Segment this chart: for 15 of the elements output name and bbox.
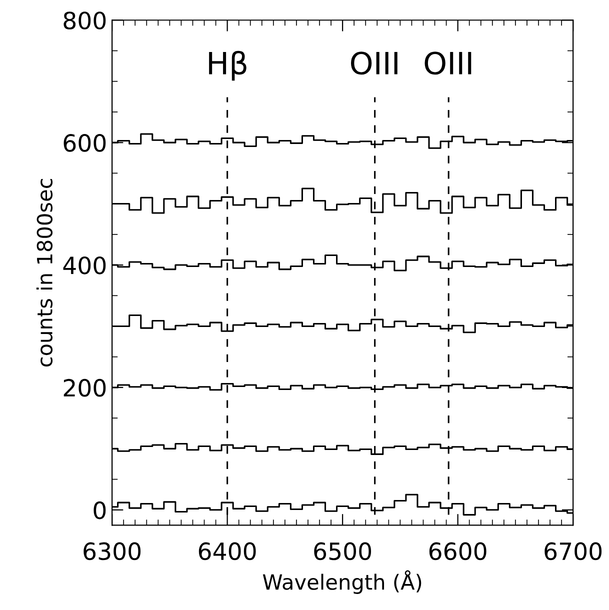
x-tick-label: 6500 xyxy=(314,542,372,560)
y-tick-label: 600 xyxy=(64,134,106,152)
x-axis-title: Wavelength (Å) xyxy=(262,570,422,594)
y-tick-label: 400 xyxy=(63,256,106,274)
y-tick-label: 0 xyxy=(94,501,106,520)
y-axis-title: counts in 1800sec xyxy=(36,178,53,367)
ref-line-label: Hβ xyxy=(209,50,246,81)
x-tick-label: 6600 xyxy=(429,542,486,560)
ref-line-label: OIII xyxy=(424,52,472,75)
ref-line-label: OIII xyxy=(351,52,398,75)
y-tick-label: 800 xyxy=(64,12,106,30)
y-tick-label: 200 xyxy=(64,378,106,397)
x-tick-label: 6300 xyxy=(84,542,141,560)
x-tick-label: 6400 xyxy=(198,542,256,560)
x-tick-label: 6700 xyxy=(544,542,602,560)
